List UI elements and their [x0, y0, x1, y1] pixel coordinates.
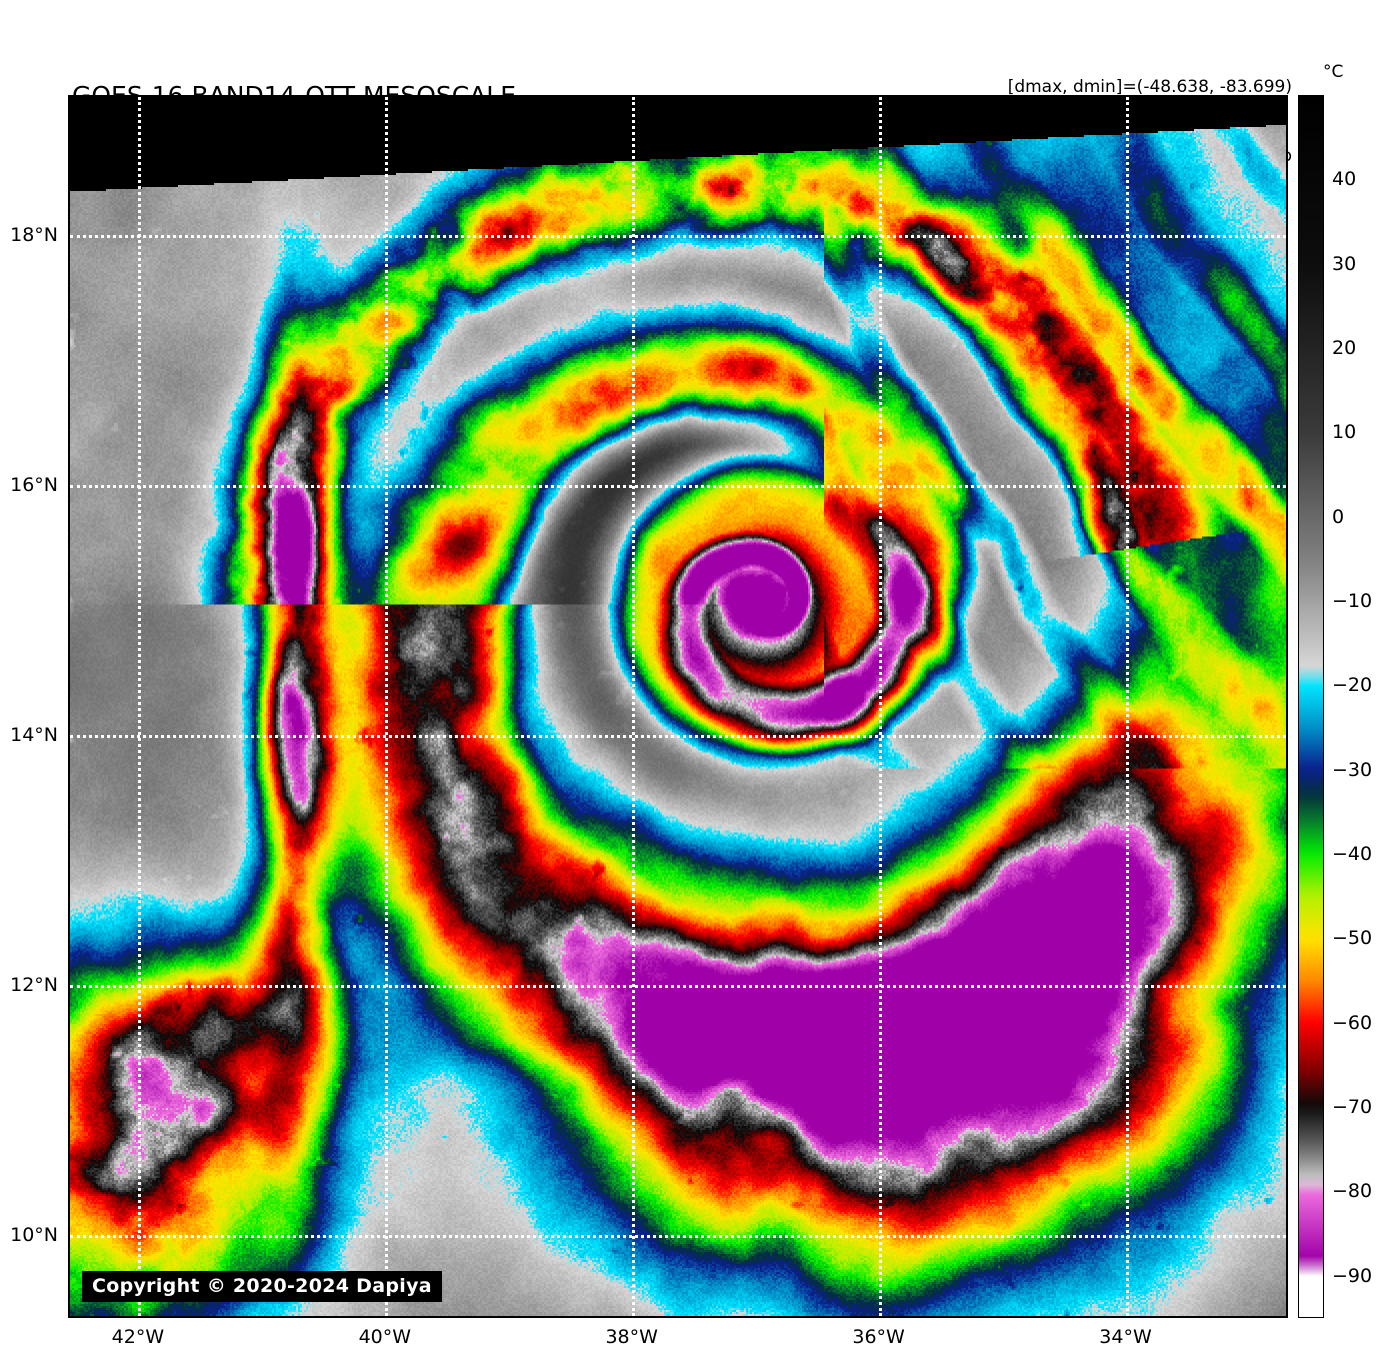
colorbar	[1298, 95, 1324, 1318]
ytick-label: 14°N	[10, 723, 58, 746]
ytick-label: 12°N	[10, 973, 58, 996]
colorbar-tick-label: 40	[1332, 168, 1357, 191]
xtick-label: 40°W	[358, 1326, 412, 1348]
colorbar-tick-label: −60	[1332, 1011, 1373, 1034]
colorbar-tick-label: −90	[1332, 1264, 1373, 1287]
colorbar-tick-label: 10	[1332, 421, 1357, 444]
colorbar-gradient	[1299, 96, 1323, 1317]
colorbar-tick-label: −20	[1332, 674, 1373, 697]
colorbar-tick-label: −50	[1332, 927, 1373, 950]
colorbar-tick-label: −40	[1332, 843, 1373, 866]
xtick-label: 34°W	[1099, 1326, 1152, 1348]
copyright-label: Copyright © 2020-2024 Dapiya	[82, 1271, 442, 1302]
xtick-label: 36°W	[852, 1326, 905, 1348]
ytick-label: 10°N	[10, 1223, 58, 1246]
colorbar-tick-label: −80	[1332, 1180, 1373, 1203]
satellite-imagery-canvas	[70, 97, 1286, 1316]
colorbar-tick-label: −30	[1332, 758, 1373, 781]
colorbar-tick-label: 20	[1332, 337, 1357, 360]
satellite-image-plot: Copyright © 2020-2024 Dapiya	[68, 95, 1288, 1318]
colorbar-tick-label: −10	[1332, 590, 1373, 613]
dmax-dmin-label: [dmax, dmin]=(-48.638, -83.699)	[1007, 77, 1292, 97]
colorbar-tick-label: 30	[1332, 252, 1357, 275]
colorbar-tick-label: 0	[1332, 505, 1345, 528]
ytick-label: 16°N	[10, 473, 58, 496]
colorbar-tick-label: −70	[1332, 1096, 1373, 1119]
ytick-label: 18°N	[10, 223, 58, 246]
xtick-label: 38°W	[605, 1326, 658, 1348]
colorbar-units-label: °C	[1323, 62, 1344, 82]
xtick-label: 42°W	[111, 1326, 165, 1348]
